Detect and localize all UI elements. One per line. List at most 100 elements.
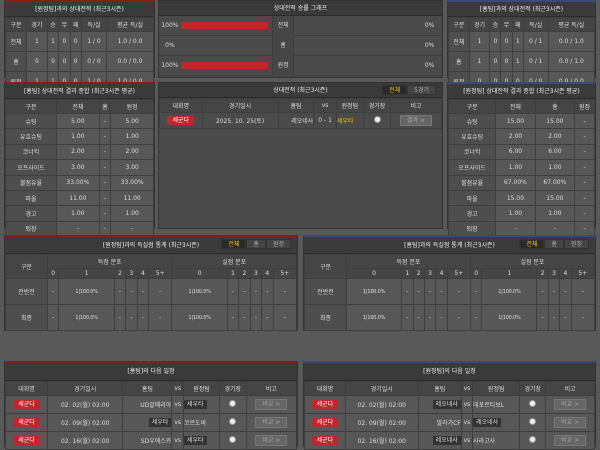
cell: 0 [58,31,71,52]
match-date: 2025. 10. 25(토) [201,112,279,129]
match-row: 세군다 02. 16(월) 02:00 레오네사 vs 사라고사 비교 > [304,431,595,450]
goal-count: - [406,288,409,295]
away-team[interactable]: 세우타 [336,118,354,125]
table-row: 파울 15.00 15.00- [447,189,595,207]
goal-count: - [52,314,55,321]
tab-home[interactable]: 홈 [246,239,266,249]
row-label: 전체 [5,31,27,52]
goal-count: - [429,314,432,321]
column-header: vs [171,381,185,396]
column-header: 구분 [448,17,470,32]
cell: 33.00% [56,174,100,191]
result-button[interactable]: 비교 > [554,435,587,446]
panel-title: [원정팀]과의 득실점 통계 (최근3시즌) [102,242,200,249]
result-button[interactable]: 결과 > [400,115,433,126]
column-header: 대회명 [159,98,203,113]
cell: 67.00% [534,174,576,191]
column-header: 전체 [495,99,536,114]
cell: 15.00 [534,112,576,130]
cell: 0 [58,51,71,72]
home-team[interactable]: 레오네사 [291,118,314,125]
cell: 2.00 [534,128,576,145]
table-row: 파울 11.00-11.00 [4,189,154,207]
cell: 0 / 0 [80,51,108,72]
cell: 0.0 / 1.0 [547,51,596,72]
result-button[interactable]: 비교 > [255,399,288,410]
cell: 1 [25,31,48,52]
cell: 0 [69,51,82,72]
cell: 2.00 [56,143,100,161]
cell: 15.00 [495,189,536,207]
tab-all[interactable]: 전체 [221,239,247,249]
column-header: 3 [423,268,437,279]
header-row: 대회명 경기일시 홈팀 vs 원정팀 경기장 비고 [5,381,298,396]
goal-count: - [541,314,544,321]
h2h-home-panel: [홈팀]과의 상대전적 (최근3시즌) 구분 경기 승 무 패 득/실 평균 득/실 전체 1 0 0… [447,0,596,92]
cell: 1.00 [110,205,154,222]
table-row: 경고 1.00-1.00 [4,205,154,222]
cell: - [98,189,112,207]
tab-away[interactable]: 원정 [265,239,291,249]
goal-count: - [231,288,235,295]
tab-away[interactable]: 원정 [563,239,589,249]
table-row: 오프사이드 3.00-3.00 [4,159,154,176]
away-team[interactable]: 사라고사 [473,438,496,445]
row-label: 유효슈팅 [4,128,58,145]
column-header: 비고 [390,98,442,113]
result-button[interactable]: 비교 > [255,417,288,428]
cell: - [412,278,425,305]
home-team[interactable]: 말라가CF [436,420,461,427]
goal-count: - [141,288,144,295]
home-team[interactable]: UD알메리아 [140,402,172,409]
away-team[interactable]: 레오네사 [473,418,502,427]
home-team[interactable]: 세우타 [148,418,172,427]
cell: - [46,278,60,305]
table-row: 유효슈팅 1.00-1.00 [4,128,154,145]
tab-all[interactable]: 전체 [519,239,545,249]
cell: - [446,304,471,331]
table-row: 슈팅 5.00-5.00 [4,112,154,130]
cell: 6.00 [534,143,576,161]
home-team[interactable]: 레오네사 [432,436,461,445]
score: 0 - 1 [318,117,332,124]
result-button[interactable]: 비교 > [554,399,587,410]
home-team[interactable]: 레오네사 [432,400,461,409]
cell: - [249,304,263,331]
header-row: 구분 전체 홈 원정 [4,99,154,114]
tab-all[interactable]: 전체 [382,85,408,95]
table-row: 전반전 -1|100.0% - - - -1|100.0% - - - - - [5,278,298,305]
cell: - [446,278,471,305]
cell: 6.00 [495,143,536,161]
soccer-ball-icon [529,436,537,443]
row-label: 홈 [448,51,470,72]
home-team[interactable]: SD우에스카 [140,438,172,445]
tab-home[interactable]: 홈 [544,239,564,249]
vs-label: vs [174,419,181,426]
cell: - [574,143,595,161]
away-team[interactable]: 데포르티보L [473,402,505,409]
away-team[interactable]: 세우타 [184,436,207,445]
cell: - [98,159,112,176]
row-label: 볼점유율 [447,174,497,191]
cell: - [423,304,437,331]
column-header: 4 [559,268,572,279]
away-team[interactable]: 코르도바 [184,420,207,427]
match-row: 세군다 02. 09(월) 02:00 말라가CF vs 레오네사 비교 > [304,413,595,432]
away-team[interactable]: 세우타 [184,400,207,409]
result-button[interactable]: 비교 > [554,417,587,428]
goal-count: - [541,288,544,295]
cell: 67.00% [495,174,536,191]
column-header: 원정팀 [472,381,521,396]
table-row: 최종 1|100.0% - - - - - - 1|100.0% - - - - [304,304,596,331]
match-row: 세군다 02. 09(월) 02:00 세우타 vs 코르도바 비교 > [5,413,298,432]
goal-count: - [406,314,409,321]
cell: - [534,220,576,238]
header-row: 대회명 경기일시 홈팀 vs 원정팀 경기장 비고 [159,98,442,113]
league-badge: 세군다 [167,116,195,125]
result-button[interactable]: 비교 > [255,435,288,446]
tab-5games[interactable]: 5경기 [407,85,436,95]
goal-count: - [118,314,122,321]
column-header: 홈팀 [417,381,462,396]
right-percent: 0% [424,42,435,49]
